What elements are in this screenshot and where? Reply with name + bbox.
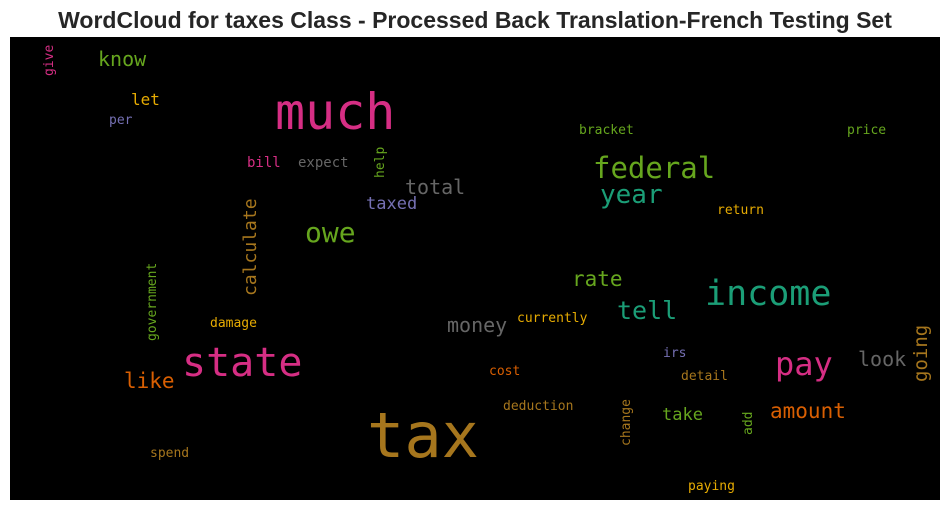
word-expect: expect bbox=[298, 155, 349, 171]
word-irs: irs bbox=[663, 346, 687, 361]
word-give: give bbox=[42, 44, 57, 76]
word-tax: tax bbox=[367, 399, 479, 472]
word-take: take bbox=[662, 405, 703, 425]
word-return: return bbox=[717, 203, 764, 218]
word-paying: paying bbox=[688, 479, 735, 494]
word-detail: detail bbox=[681, 369, 728, 384]
word-like: like bbox=[124, 369, 175, 393]
word-federal: federal bbox=[593, 151, 716, 185]
word-change: change bbox=[619, 399, 634, 446]
word-spend: spend bbox=[150, 446, 190, 461]
word-state: state bbox=[182, 340, 303, 386]
word-look: look bbox=[858, 347, 907, 371]
word-help: help bbox=[373, 146, 388, 178]
word-deduction: deduction bbox=[503, 399, 574, 414]
word-let: let bbox=[131, 90, 160, 109]
word-pay: pay bbox=[775, 345, 833, 383]
word-currently: currently bbox=[517, 311, 588, 326]
chart-title: WordCloud for taxes Class - Processed Ba… bbox=[58, 7, 892, 33]
word-going: going bbox=[910, 324, 932, 382]
word-calculate: calculate bbox=[240, 198, 261, 296]
word-cloud: tax much state income pay federal owe ye… bbox=[10, 37, 940, 500]
word-bracket: bracket bbox=[579, 123, 634, 138]
word-taxed: taxed bbox=[366, 194, 418, 214]
word-money: money bbox=[447, 313, 508, 337]
word-add: add bbox=[741, 411, 756, 435]
word-bill: bill bbox=[247, 155, 281, 171]
word-know: know bbox=[98, 47, 147, 71]
word-per: per bbox=[109, 113, 133, 128]
word-government: government bbox=[145, 262, 160, 341]
word-much: much bbox=[275, 83, 396, 141]
word-damage: damage bbox=[210, 316, 257, 331]
word-price: price bbox=[847, 123, 887, 138]
word-income: income bbox=[705, 274, 832, 314]
word-total: total bbox=[405, 175, 466, 199]
word-owe: owe bbox=[305, 216, 356, 249]
word-cost: cost bbox=[489, 364, 521, 379]
word-tell: tell bbox=[617, 296, 678, 325]
word-rate: rate bbox=[572, 267, 623, 291]
word-amount: amount bbox=[770, 399, 846, 423]
word-year: year bbox=[600, 180, 663, 210]
